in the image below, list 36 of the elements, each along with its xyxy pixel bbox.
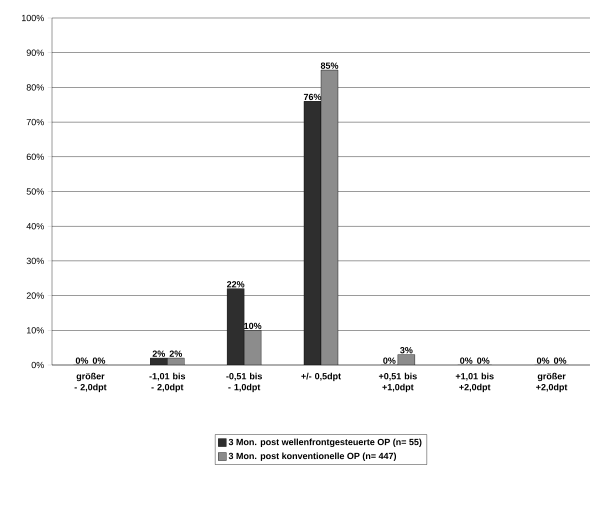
y-tick-label: 10% xyxy=(26,327,44,334)
data-label: 2% xyxy=(170,350,182,357)
x-tick-label: größer - 2,0dpt xyxy=(74,372,107,392)
x-tick-label: +1,01 bis +2,0dpt xyxy=(456,372,494,392)
legend-label: 3 Mon. post wellenfrontgesteuerte OP (n= 55) xyxy=(228,438,422,447)
data-label: 0% xyxy=(92,357,106,364)
y-tick-label: 60% xyxy=(26,154,44,160)
y-tick-label: 80% xyxy=(26,84,44,91)
data-label: 3% xyxy=(400,347,413,354)
y-tick-label: 20% xyxy=(26,292,44,299)
x-tick-label: -1,01 bis - 2,0dpt xyxy=(149,372,186,392)
data-label: 0% xyxy=(383,357,396,364)
data-label: 2% xyxy=(152,350,166,357)
x-tick-label: +/- 0,5dpt xyxy=(301,372,341,382)
data-label: 0% xyxy=(76,357,88,364)
data-label: 0% xyxy=(460,357,472,364)
bar xyxy=(304,101,322,365)
data-label: 85% xyxy=(320,62,338,69)
data-label: 22% xyxy=(226,281,244,288)
y-tick-label: 50% xyxy=(26,188,44,195)
y-tick-label: 40% xyxy=(26,223,44,230)
x-tick-label: +0,51 bis +1,0dpt xyxy=(378,372,417,392)
x-tick-label: -0,51 bis - 1,0dpt xyxy=(226,372,262,392)
y-tick-label: 30% xyxy=(26,258,44,264)
y-tick-label: 90% xyxy=(26,50,44,56)
bar xyxy=(226,288,244,365)
bar xyxy=(320,70,338,365)
legend-label: 3 Mon. post konventionelle OP (n= 447) xyxy=(228,452,396,461)
x-tick-label: größer +2,0dpt xyxy=(536,372,568,392)
y-tick-label: 100% xyxy=(22,14,44,22)
data-label: 0% xyxy=(536,357,550,364)
y-tick-label: 70% xyxy=(26,118,44,126)
bar xyxy=(244,330,262,365)
data-label: 0% xyxy=(554,357,566,364)
data-label: 0% xyxy=(477,357,490,364)
y-tick-label: 0% xyxy=(32,362,44,368)
